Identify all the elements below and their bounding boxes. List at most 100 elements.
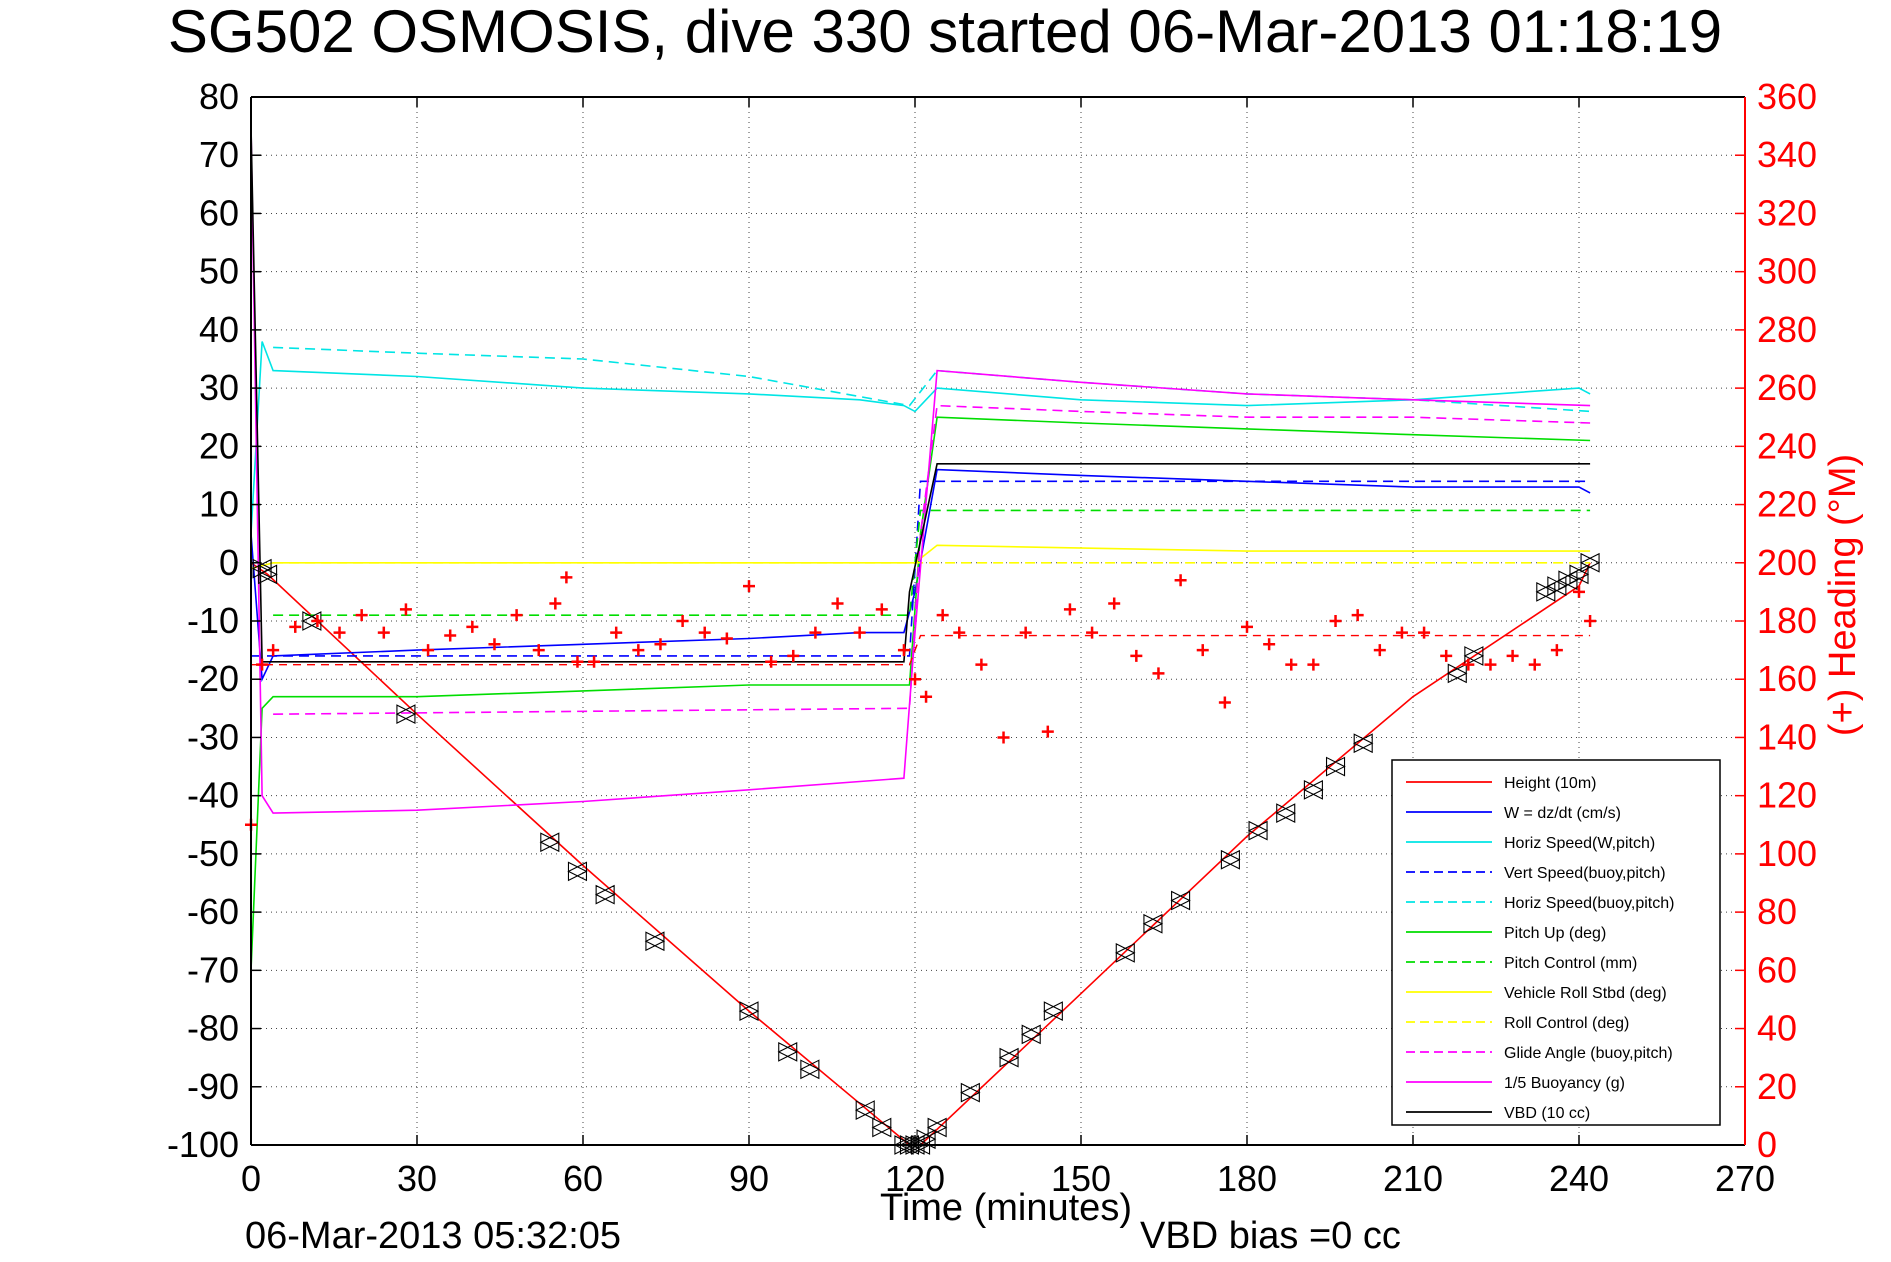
x-axis-label: Time (minutes) — [880, 1187, 1132, 1229]
heading-point — [1196, 644, 1209, 657]
x-tick-label: 30 — [397, 1158, 437, 1199]
marker-point — [594, 884, 616, 905]
marker-point — [998, 1047, 1020, 1068]
heading-point — [1329, 615, 1342, 627]
x-tick-label: 0 — [241, 1158, 261, 1199]
marker-point — [777, 1041, 798, 1062]
y-tick-label: -10 — [187, 600, 239, 641]
series-line-pitch-up-deg — [250, 416, 1591, 971]
heading-point — [399, 603, 412, 616]
y2-tick-label: 340 — [1757, 134, 1817, 175]
marker-point — [567, 861, 588, 882]
y2-tick-label: 20 — [1757, 1066, 1797, 1107]
marker-point — [1142, 913, 1164, 934]
heading-point — [466, 620, 479, 633]
y-tick-label: 70 — [199, 134, 239, 175]
heading-layer — [245, 571, 1597, 831]
legend-entry: Vehicle Roll Stbd (deg) — [1504, 985, 1667, 1002]
marker-point — [915, 1129, 937, 1150]
series-line-vert-speed-buoy-pitch — [251, 480, 1591, 657]
heading-point — [1462, 658, 1475, 671]
y-tick-label: -40 — [187, 775, 239, 816]
y2-tick-label: 180 — [1757, 600, 1817, 641]
marker-point — [799, 1059, 821, 1080]
heading-point — [1152, 667, 1165, 680]
series-layer — [250, 126, 1591, 1146]
legend-entry: VBD (10 cc) — [1504, 1105, 1590, 1122]
heading-point — [936, 609, 949, 622]
heading-point — [311, 615, 324, 627]
x-tick-label: 150 — [1051, 1158, 1111, 1199]
y-tick-label: -90 — [187, 1066, 239, 1107]
legend: Height (10m) W = dz/dt (cm/s) Horiz Speed(… — [1391, 759, 1721, 1126]
y-tick-label: 50 — [199, 251, 239, 292]
heading-point — [1418, 626, 1431, 639]
legend-entry: Roll Control (deg) — [1504, 1015, 1629, 1032]
y2-tick-label: 40 — [1757, 1008, 1797, 1049]
y-tick-label: -20 — [187, 658, 239, 699]
marker-point — [1115, 942, 1136, 963]
marker-point — [1352, 733, 1374, 754]
y2-tick-label: 80 — [1757, 891, 1797, 932]
heading-point — [1528, 658, 1541, 671]
heading-point — [1550, 644, 1563, 657]
legend-entry: Height (10m) — [1504, 775, 1596, 792]
y2-tick-label: 120 — [1757, 775, 1817, 816]
y2-tick-label: 160 — [1757, 658, 1817, 699]
y2-tick-label: 280 — [1757, 309, 1817, 350]
marker-point — [395, 704, 417, 725]
heading-point — [377, 626, 390, 639]
x-tick-label: 90 — [729, 1158, 769, 1199]
heading-point — [720, 632, 733, 645]
y2-tick-label: 220 — [1757, 484, 1817, 525]
y-tick-label: 40 — [199, 309, 239, 350]
heading-point — [1174, 574, 1187, 587]
heading-point — [897, 644, 910, 657]
heading-point — [1041, 725, 1054, 738]
heading-point — [588, 655, 601, 668]
heading-point — [289, 620, 302, 633]
heading-point — [875, 603, 888, 616]
heading-point — [1484, 658, 1497, 671]
heading-point — [676, 615, 689, 627]
heading-point — [256, 658, 269, 671]
legend-entry: Horiz Speed(W,pitch) — [1504, 835, 1655, 852]
marker-point — [1303, 779, 1324, 800]
heading-point — [809, 626, 822, 639]
y-tick-label: 0 — [219, 542, 239, 583]
heading-point — [532, 644, 545, 657]
heading-point — [853, 626, 866, 639]
heading-point — [1395, 626, 1408, 639]
marker-point — [1275, 803, 1296, 824]
heading-point — [549, 597, 562, 610]
heading-point — [1373, 644, 1386, 657]
heading-point — [444, 629, 457, 642]
legend-entry: 1/5 Buoyancy (g) — [1504, 1075, 1625, 1092]
legend-entry: Glide Angle (buoy,pitch) — [1504, 1045, 1673, 1062]
heading-point — [1506, 649, 1519, 662]
heading-point — [698, 626, 711, 639]
y-tick-label: 80 — [199, 76, 239, 117]
heading-point — [975, 658, 988, 671]
heading-point — [909, 673, 921, 686]
heading-point — [1218, 696, 1231, 709]
heading-point — [267, 644, 280, 657]
footer-timestamp: 06-Mar-2013 05:32:05 — [245, 1215, 621, 1257]
heading-point — [510, 609, 523, 622]
heading-point — [488, 638, 501, 651]
legend-entry: Pitch Control (mm) — [1504, 955, 1637, 972]
marker-point — [926, 1117, 948, 1138]
heading-point — [1307, 658, 1320, 671]
legend-entry: W = dz/dt (cm/s) — [1504, 805, 1621, 822]
x-tick-label: 180 — [1217, 1158, 1277, 1199]
heading-point — [355, 609, 368, 622]
y-tick-label: -50 — [187, 833, 239, 874]
marker-point — [738, 1001, 760, 1021]
y-tick-label: 30 — [199, 367, 239, 408]
y2-tick-label: 200 — [1757, 542, 1817, 583]
marker-point — [644, 931, 666, 952]
marker-point — [1579, 552, 1601, 573]
marker-point — [1220, 849, 1241, 870]
y2-tick-label: 260 — [1757, 367, 1817, 408]
